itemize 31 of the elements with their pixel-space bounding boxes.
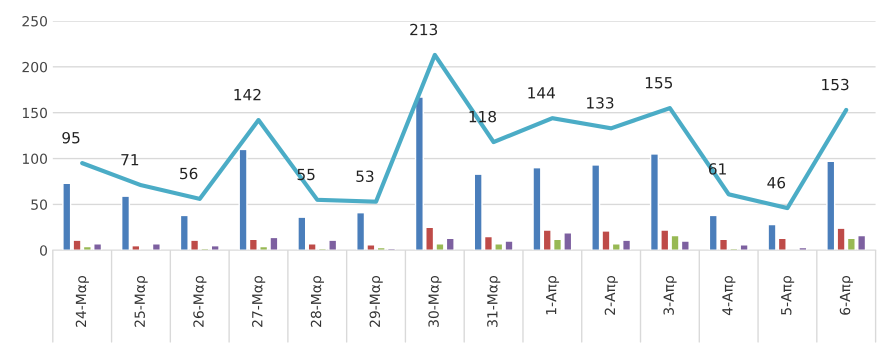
x-tick-label: 28-Μαρ [310,276,324,327]
x-tick-label: 29-Μαρ [370,276,383,327]
y-tick-label: 100 [22,154,48,164]
y-tick-label: 0 [40,245,48,256]
x-tick-label: 27-Μαρ [252,276,266,327]
y-tick-label: 50 [31,199,48,210]
data-label: 133 [587,97,614,109]
x-tick-label: 25-Μαρ [134,276,148,327]
x-tick-label: 26-Μαρ [193,276,206,327]
y-tick-label: 150 [22,108,48,118]
data-label: 155 [646,77,672,88]
data-label: 144 [528,87,555,98]
data-label: 142 [234,88,260,100]
data-label: 53 [356,170,374,182]
data-label: 213 [410,24,438,36]
data-label: 71 [121,154,138,166]
data-label: 153 [822,78,848,90]
x-tick-label: 6-Απρ [840,276,853,315]
x-tick-label: 31-Μαρ [487,276,500,327]
x-tick-label: 3-Απρ [663,276,677,315]
x-tick-label: 4-Απρ [722,276,736,316]
y-tick-label: 250 [22,16,48,26]
x-tick-label: 5-Απρ [781,276,794,315]
y-tick-label: 200 [22,62,48,72]
x-tick-label: 30-Μαρ [428,276,442,327]
x-tick-label: 24-Μαρ [76,276,89,327]
x-tick-label: 2-Απρ [604,276,618,315]
data-label: 56 [180,168,198,180]
data-label: 46 [767,176,786,188]
data-label: 95 [62,132,80,144]
x-tick-label: 1-Απρ [546,276,560,314]
